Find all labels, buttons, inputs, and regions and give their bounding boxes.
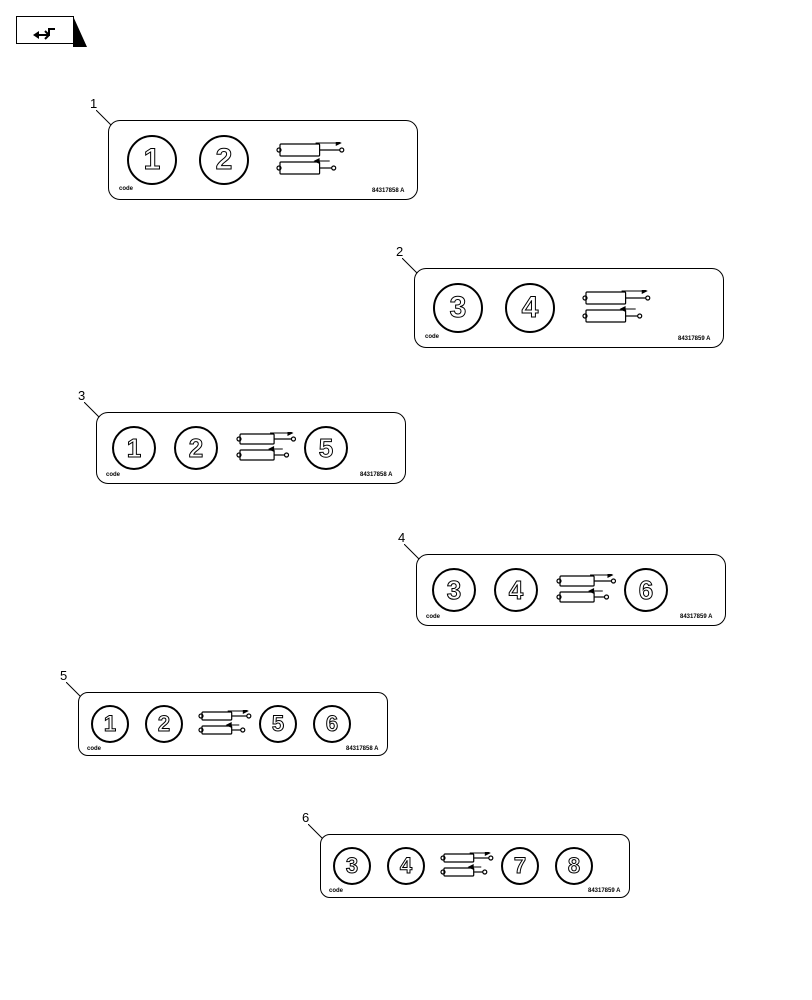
port-number: 2 <box>158 711 170 737</box>
code-label: code <box>329 888 343 894</box>
port-number: 7 <box>514 853 526 879</box>
port-number: 1 <box>104 711 116 737</box>
callout-number: 5 <box>60 668 67 683</box>
callout-number: 3 <box>78 388 85 403</box>
port-circle: 4 <box>505 283 555 333</box>
cylinder-group <box>582 290 654 331</box>
port-number: 8 <box>568 853 580 879</box>
callout-number: 6 <box>302 810 309 825</box>
cylinder-group <box>556 574 618 611</box>
port-circle: 6 <box>313 705 351 743</box>
port-circle: 3 <box>433 283 483 333</box>
port-number: 4 <box>509 575 523 606</box>
port-circle: 1 <box>127 135 177 185</box>
port-number: 4 <box>522 291 539 325</box>
cylinder-icon <box>276 142 348 178</box>
port-number: 5 <box>319 433 333 464</box>
port-number: 3 <box>447 575 461 606</box>
port-circle: 7 <box>501 847 539 885</box>
port-circle: 3 <box>333 847 371 885</box>
port-number: 4 <box>400 853 412 879</box>
part-number: 84317858 A <box>360 472 392 478</box>
callout-number: 2 <box>396 244 403 259</box>
cylinder-icon <box>582 290 654 326</box>
port-circle: 6 <box>624 568 668 612</box>
cylinder-group <box>236 432 298 469</box>
port-circle: 5 <box>304 426 348 470</box>
callout-number: 4 <box>398 530 405 545</box>
port-number: 3 <box>346 853 358 879</box>
port-circle: 1 <box>91 705 129 743</box>
cylinder-group <box>440 852 494 885</box>
port-number: 2 <box>189 433 203 464</box>
port-circle: 8 <box>555 847 593 885</box>
corner-tab <box>16 16 74 44</box>
cylinder-icon <box>556 574 618 606</box>
port-circle: 2 <box>145 705 183 743</box>
part-number: 84317858 A <box>372 188 404 194</box>
cylinder-icon <box>198 710 252 738</box>
code-label: code <box>106 472 120 478</box>
port-number: 2 <box>216 143 233 177</box>
port-number: 1 <box>144 143 161 177</box>
code-label: code <box>426 614 440 620</box>
code-label: code <box>425 334 439 340</box>
return-arrow-icon <box>33 21 59 41</box>
port-number: 1 <box>127 433 141 464</box>
cylinder-group <box>198 710 252 743</box>
port-number: 6 <box>326 711 338 737</box>
port-number: 3 <box>450 291 467 325</box>
port-number: 5 <box>272 711 284 737</box>
port-circle: 5 <box>259 705 297 743</box>
callout-number: 1 <box>90 96 97 111</box>
part-number: 84317858 A <box>346 746 378 752</box>
cylinder-icon <box>440 852 494 880</box>
part-number: 84317859 A <box>588 888 620 894</box>
port-circle: 2 <box>174 426 218 470</box>
code-label: code <box>87 746 101 752</box>
cylinder-group <box>276 142 348 183</box>
cylinder-icon <box>236 432 298 464</box>
port-circle: 4 <box>494 568 538 612</box>
port-circle: 4 <box>387 847 425 885</box>
code-label: code <box>119 186 133 192</box>
port-circle: 1 <box>112 426 156 470</box>
port-circle: 2 <box>199 135 249 185</box>
port-circle: 3 <box>432 568 476 612</box>
part-number: 84317859 A <box>678 336 710 342</box>
port-number: 6 <box>639 575 653 606</box>
part-number: 84317859 A <box>680 614 712 620</box>
